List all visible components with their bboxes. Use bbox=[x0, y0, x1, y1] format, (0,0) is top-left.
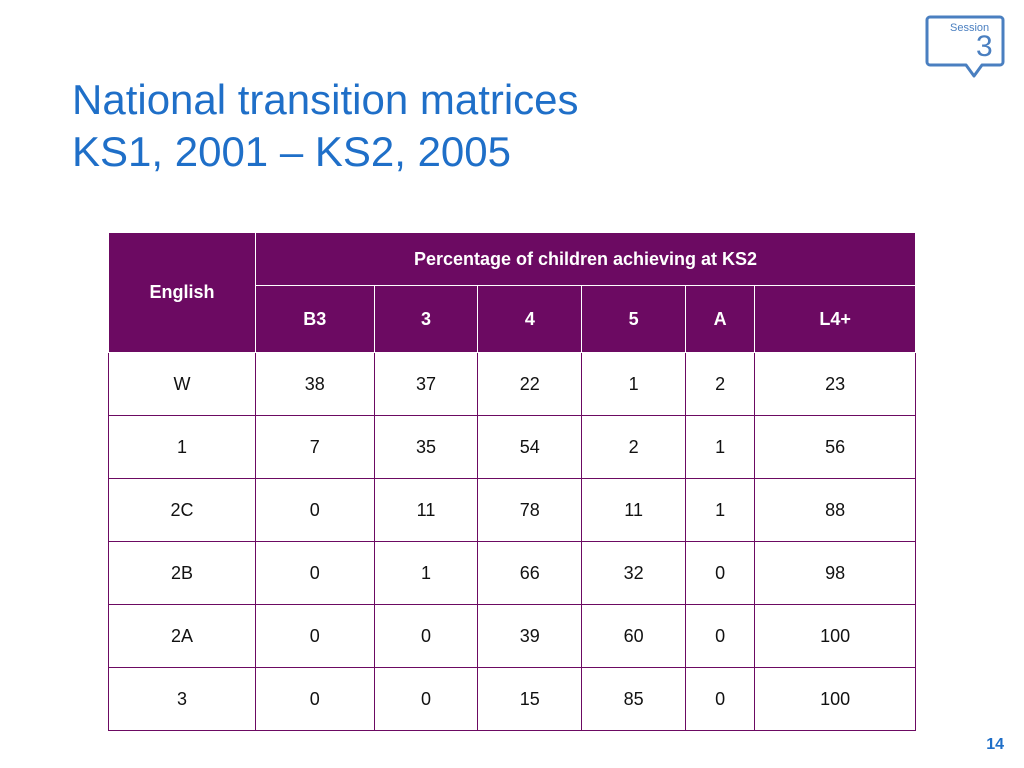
table-row: 2C 0 11 78 11 1 88 bbox=[108, 478, 916, 542]
table-cell: 1 bbox=[373, 541, 479, 605]
table-cell: 2 bbox=[685, 352, 756, 416]
table-cell: 54 bbox=[477, 415, 583, 479]
table-row: 2A 0 0 39 60 0 100 bbox=[108, 604, 916, 668]
table-cell: 60 bbox=[581, 604, 687, 668]
table-cell: 78 bbox=[477, 478, 583, 542]
column-header: A bbox=[685, 285, 756, 353]
page-number: 14 bbox=[986, 736, 1004, 753]
table-cell: 0 bbox=[685, 541, 756, 605]
session-label: Session bbox=[950, 22, 990, 34]
table-cell: 22 bbox=[477, 352, 583, 416]
table-cell: 32 bbox=[581, 541, 687, 605]
table-cell: 100 bbox=[754, 604, 916, 668]
slide-title-line-1: National transition matrices bbox=[72, 76, 579, 123]
table-cell: 98 bbox=[754, 541, 916, 605]
table-row: 3 0 0 15 85 0 100 bbox=[108, 667, 916, 731]
table-row: 2B 0 1 66 32 0 98 bbox=[108, 541, 916, 605]
column-header-row: B3 3 4 5 A L4+ bbox=[109, 285, 916, 353]
column-header: B3 bbox=[255, 285, 375, 353]
table-cell: 56 bbox=[754, 415, 916, 479]
row-label: 1 bbox=[108, 415, 256, 479]
table-cell: 15 bbox=[477, 667, 583, 731]
table-cell: 85 bbox=[581, 667, 687, 731]
speech-bubble-icon bbox=[925, 15, 1005, 78]
column-header: 3 bbox=[373, 285, 479, 353]
table-cell: 0 bbox=[255, 667, 375, 731]
group-header: Percentage of children achieving at KS2 bbox=[255, 232, 916, 286]
table-cell: 7 bbox=[255, 415, 375, 479]
slide-title: National transition matrices KS1, 2001 –… bbox=[72, 74, 579, 178]
table-cell: 0 bbox=[685, 667, 756, 731]
table-cell: 0 bbox=[373, 667, 479, 731]
table-cell: 0 bbox=[373, 604, 479, 668]
row-label: 2C bbox=[108, 478, 256, 542]
table-cell: 100 bbox=[754, 667, 916, 731]
table-cell: 38 bbox=[255, 352, 375, 416]
row-label: W bbox=[108, 352, 256, 416]
session-number: 3 bbox=[976, 30, 993, 63]
table-cell: 1 bbox=[581, 352, 687, 416]
table-cell: 11 bbox=[581, 478, 687, 542]
row-label: 2B bbox=[108, 541, 256, 605]
table-cell: 35 bbox=[373, 415, 479, 479]
table-cell: 0 bbox=[255, 541, 375, 605]
table-cell: 0 bbox=[255, 604, 375, 668]
table-header-row: English Percentage of children achieving… bbox=[108, 232, 916, 353]
table-cell: 1 bbox=[685, 478, 756, 542]
table-cell: 0 bbox=[255, 478, 375, 542]
slide-title-line-2: KS1, 2001 – KS2, 2005 bbox=[72, 128, 512, 175]
table-cell: 0 bbox=[685, 604, 756, 668]
table-row: W 38 37 22 1 2 23 bbox=[108, 352, 916, 416]
table-cell: 2 bbox=[581, 415, 687, 479]
table-cell: 1 bbox=[685, 415, 756, 479]
row-header-label: English bbox=[108, 232, 256, 353]
table-cell: 23 bbox=[754, 352, 916, 416]
table-cell: 11 bbox=[373, 478, 479, 542]
transition-matrix-table: English Percentage of children achieving… bbox=[108, 232, 916, 731]
table-cell: 39 bbox=[477, 604, 583, 668]
column-header: 5 bbox=[581, 285, 687, 353]
row-label: 3 bbox=[108, 667, 256, 731]
session-badge: Session 3 bbox=[924, 14, 1006, 84]
column-header: 4 bbox=[477, 285, 583, 353]
table-row: 1 7 35 54 2 1 56 bbox=[108, 415, 916, 479]
row-label: 2A bbox=[108, 604, 256, 668]
column-header: L4+ bbox=[754, 285, 916, 353]
table-cell: 37 bbox=[373, 352, 479, 416]
table-cell: 88 bbox=[754, 478, 916, 542]
table-cell: 66 bbox=[477, 541, 583, 605]
